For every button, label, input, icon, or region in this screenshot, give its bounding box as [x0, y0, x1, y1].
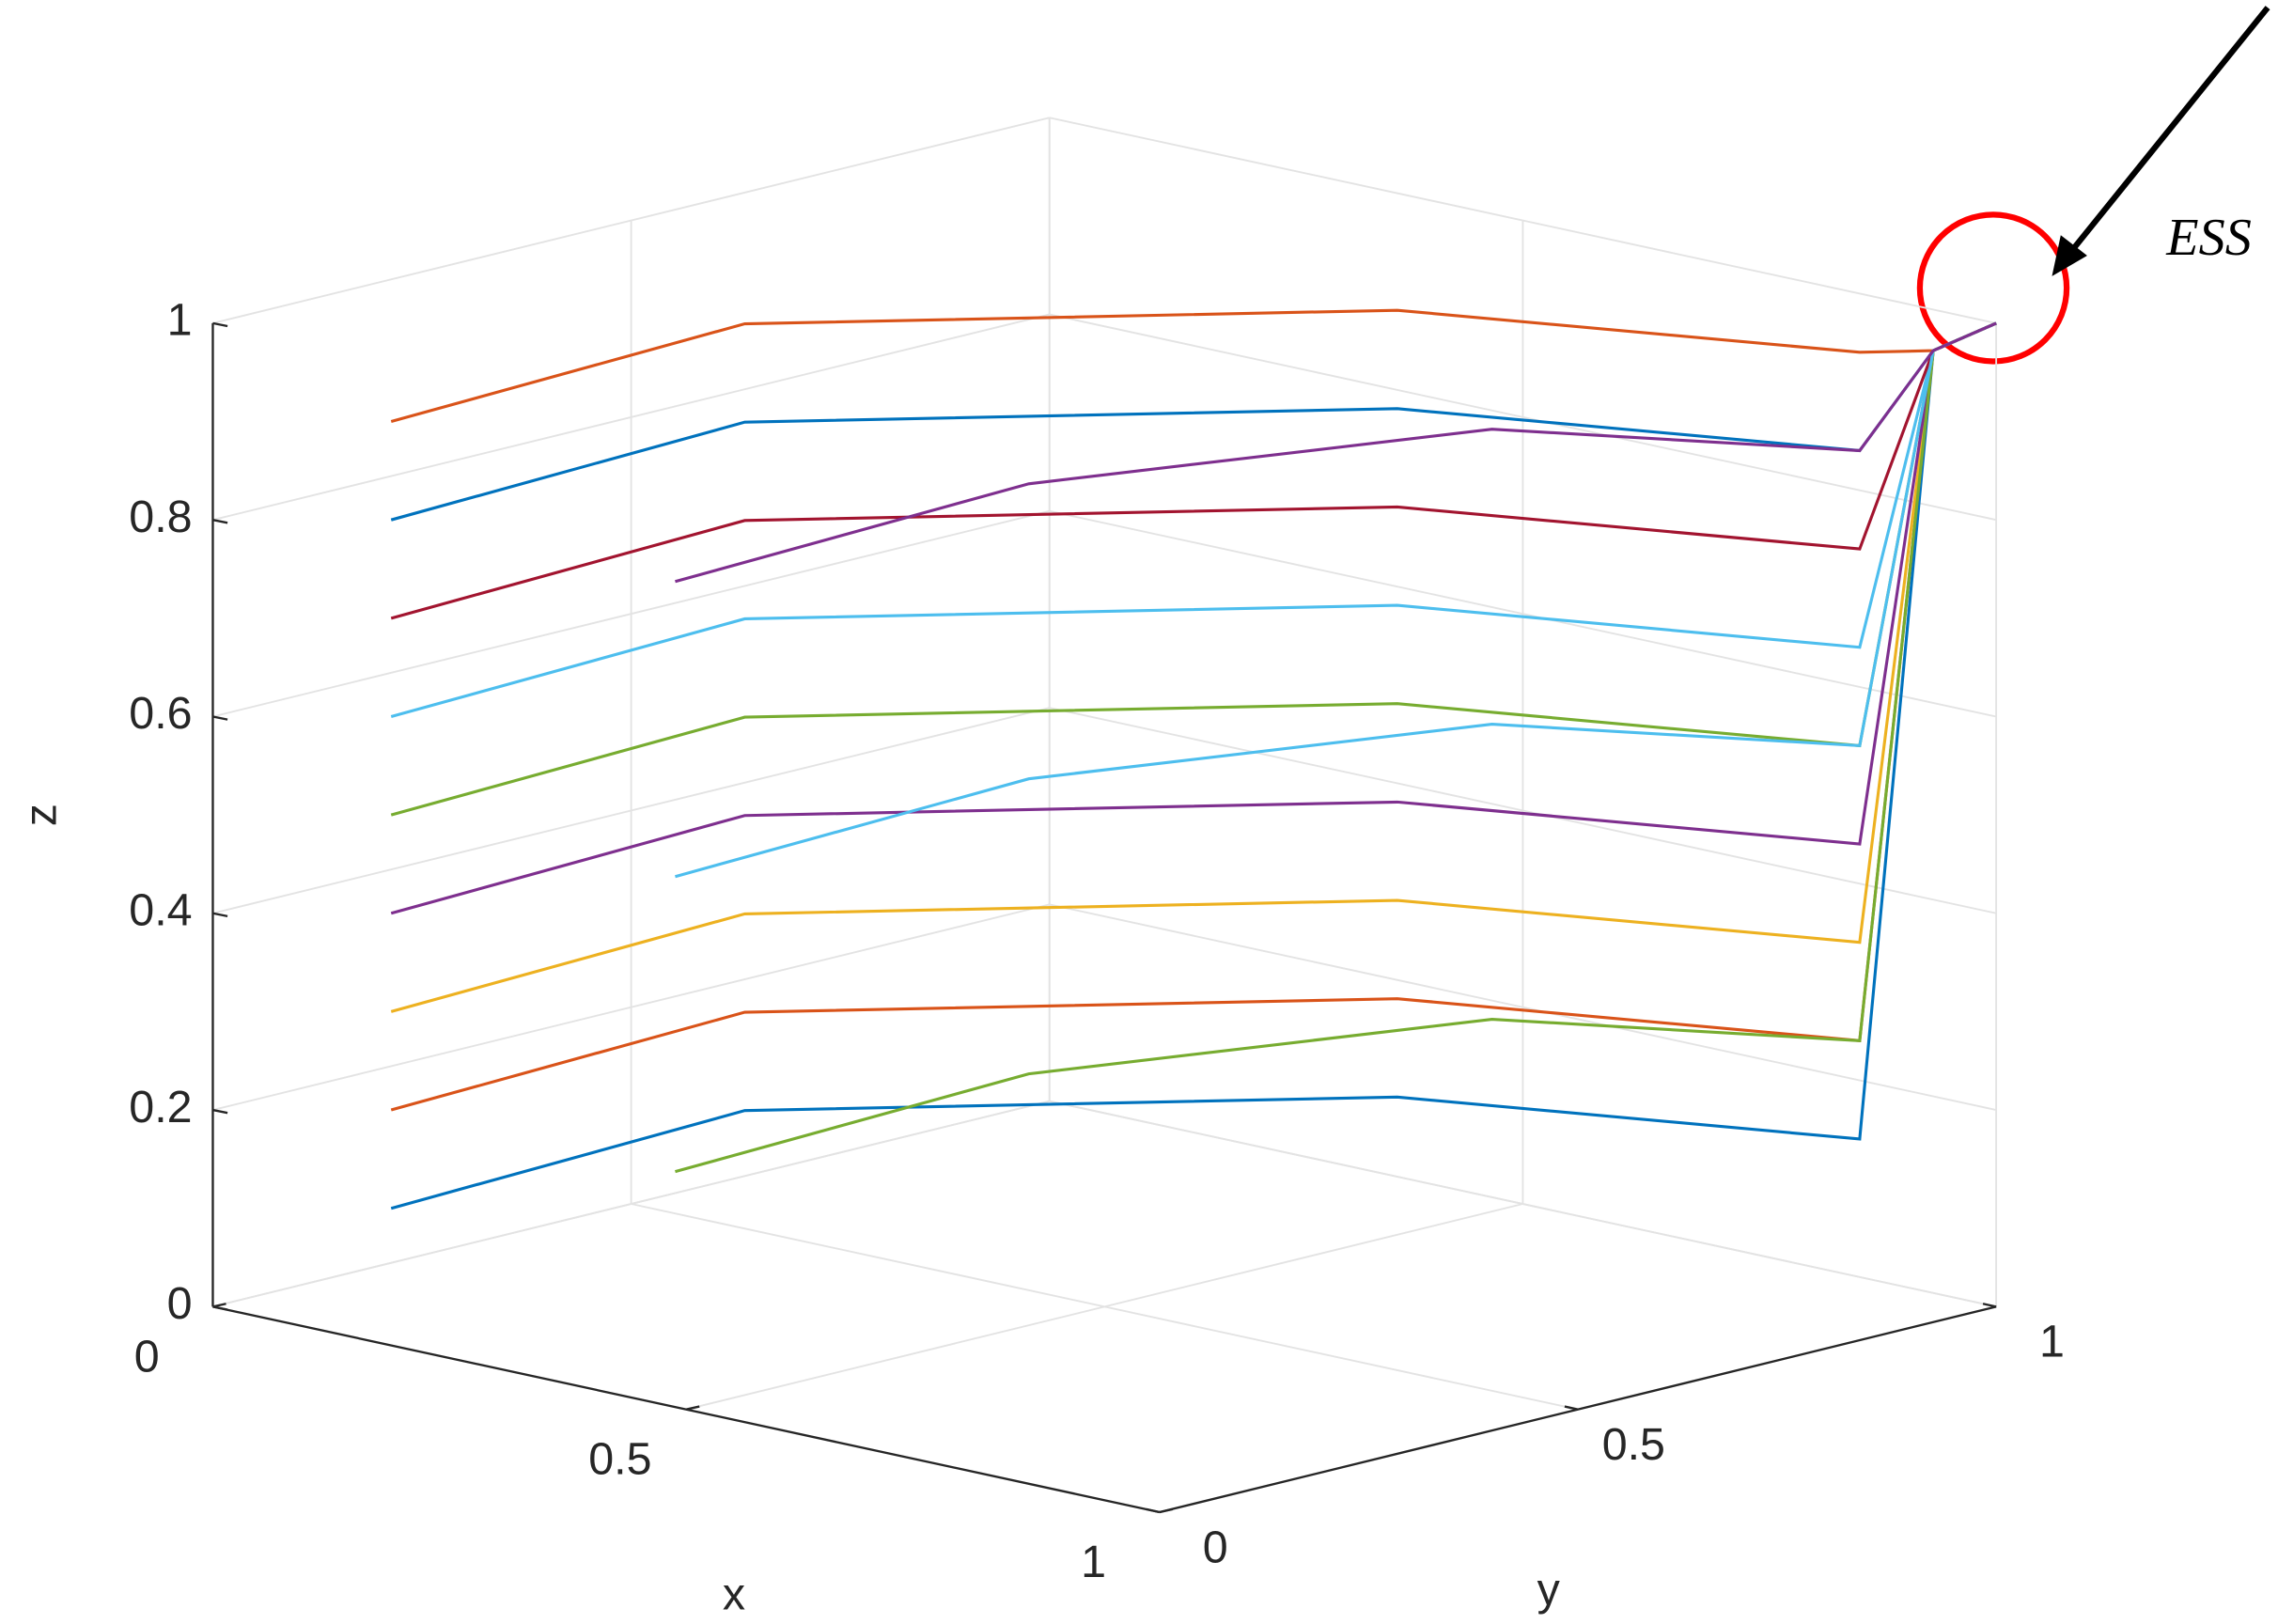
y-tick: [1982, 1303, 1997, 1308]
x-axis-label: x: [723, 1569, 745, 1619]
z-tick: [212, 519, 228, 524]
grid-line: [1049, 313, 1997, 522]
grid-line: [1049, 1100, 1997, 1308]
grid-line: [631, 1203, 1579, 1411]
z-tick-label: 0.8: [129, 492, 192, 542]
z-tick-label: 0.2: [129, 1082, 192, 1132]
trajectory: [675, 321, 1997, 879]
grid-line: [212, 707, 1050, 914]
y-tick: [1564, 1405, 1579, 1411]
grid-line: [212, 313, 1050, 522]
x-tick-label: 1: [1081, 1537, 1106, 1587]
x-tick: [1159, 1507, 1174, 1514]
z-tick-label: 0.4: [129, 885, 192, 936]
x-tick: [685, 1405, 700, 1411]
grid-line: [1049, 903, 1997, 1111]
grid-line: [1049, 117, 1997, 324]
z-axis-label: z: [16, 804, 67, 826]
z-tick: [212, 912, 228, 918]
y-tick-label: 0: [1203, 1522, 1228, 1572]
grid-line: [212, 1100, 1050, 1308]
z-tick-label: 1: [167, 295, 193, 346]
grid-line: [212, 903, 1050, 1111]
trajectory: [675, 321, 1997, 584]
y-axis-label: y: [1537, 1565, 1561, 1616]
y-tick-label: 0.5: [1602, 1419, 1665, 1470]
z-tick-label: 0: [167, 1278, 193, 1329]
y-tick-label: 1: [2039, 1317, 2065, 1367]
trajectory: [675, 321, 1997, 1174]
ess-arrow: [2069, 6, 2270, 252]
z-tick-label: 0.6: [129, 688, 192, 739]
ess-label: ESS: [2165, 209, 2252, 267]
grid-line: [212, 117, 1050, 324]
z-tick: [212, 1108, 228, 1115]
grid-line: [212, 509, 1050, 718]
grid-line: [1049, 509, 1997, 718]
z-tick: [212, 715, 228, 721]
x-tick-label: 0: [134, 1331, 160, 1382]
x-tick-label: 0.5: [588, 1434, 651, 1485]
x-tick: [212, 1303, 226, 1308]
grid-line: [1049, 707, 1997, 914]
ess-circle: [1916, 211, 2070, 365]
z-tick: [212, 321, 228, 328]
ess-arrowhead: [2052, 235, 2087, 276]
y-tick: [1146, 1507, 1161, 1514]
